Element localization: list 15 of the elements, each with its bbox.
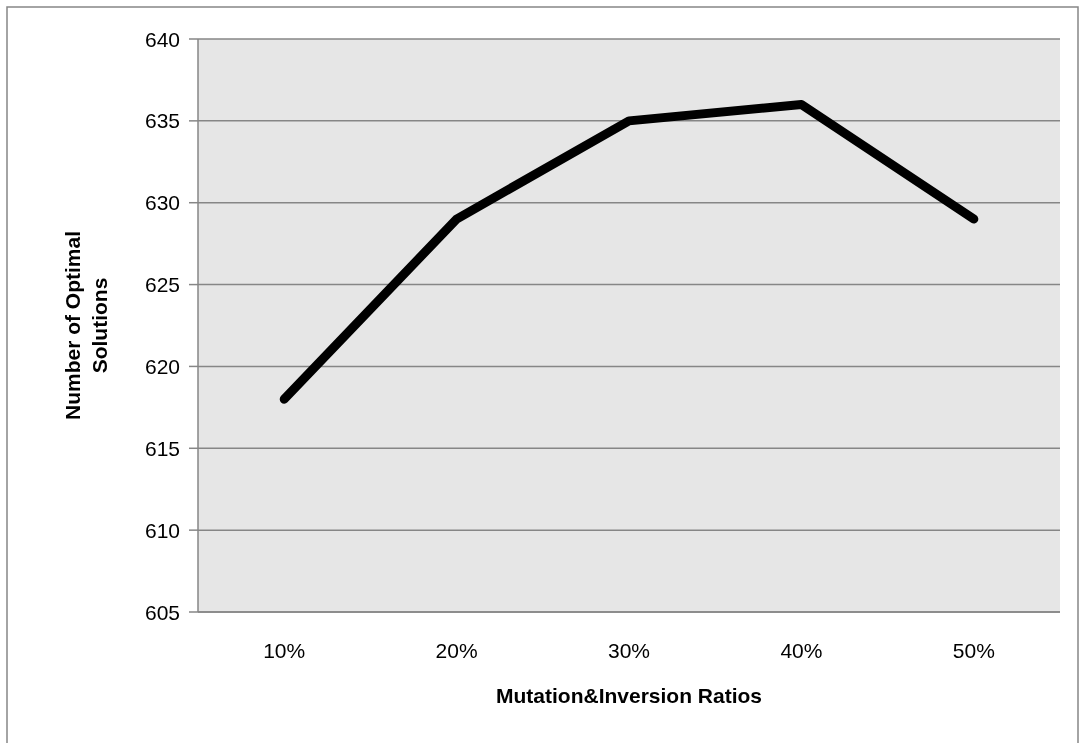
x-tick-label: 40% — [780, 638, 823, 662]
x-tick-label: 50% — [952, 638, 995, 662]
y-tick-label: 620 — [144, 354, 180, 378]
y-tick-label: 630 — [144, 191, 180, 215]
x-tick-label: 10% — [263, 638, 306, 662]
y-axis-title: Number of Optimal Solutions — [61, 230, 111, 421]
y-tick-label: 640 — [144, 27, 180, 51]
x-axis-title: Mutation&Inversion Ratios — [495, 683, 763, 707]
y-tick-label: 610 — [144, 518, 180, 542]
y-tick-label: 635 — [144, 109, 180, 133]
x-tick-label: 20% — [435, 638, 478, 662]
y-tick-label: 615 — [144, 436, 180, 460]
y-tick-label: 605 — [144, 600, 180, 624]
y-tick-label: 625 — [144, 273, 180, 297]
x-tick-label: 30% — [607, 638, 651, 662]
